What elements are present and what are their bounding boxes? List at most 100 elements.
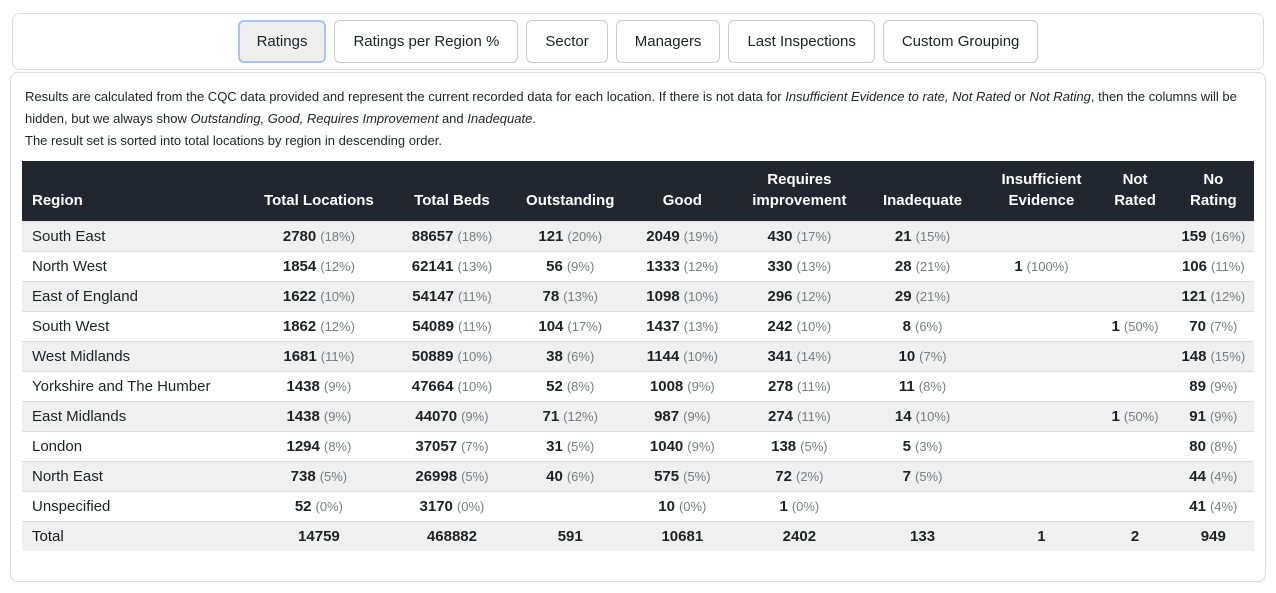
tab-sector[interactable]: Sector [526, 20, 608, 63]
cell-percent: (5%) [461, 469, 489, 484]
cell-percent: (3%) [915, 439, 943, 454]
cell-value: 78 [542, 288, 560, 305]
cell-inadequate: 11 (8%) [859, 371, 986, 402]
cell-value: 104 [538, 318, 564, 335]
cell-percent: (13%) [796, 259, 832, 274]
cell-percent: (21%) [915, 289, 951, 304]
cell-value: 54147 [412, 288, 454, 305]
cell-not-rated [1097, 371, 1173, 402]
cell-percent: (9%) [323, 409, 352, 424]
cell-value: 10681 [661, 528, 704, 545]
tab-managers[interactable]: Managers [615, 20, 721, 63]
cell-percent: (9%) [683, 409, 711, 424]
cell-percent: (0%) [456, 499, 485, 514]
cell-no-rating: 148 (15%) [1172, 341, 1254, 372]
cell-value: 88657 [411, 228, 454, 245]
cell-value: 10 [898, 348, 916, 365]
cell-value: 10 [658, 498, 675, 515]
cell-no-rating: 159 (16%) [1172, 221, 1254, 252]
cell-outstanding: 71 (12%) [514, 401, 626, 432]
cell-insufficient-evidence [985, 491, 1098, 522]
cell-no-rating: 70 (7%) [1172, 311, 1254, 342]
cell-region: North West [22, 251, 249, 282]
cell-total-beds: 47664 (10%) [389, 371, 515, 402]
cell-outstanding: 40 (6%) [514, 461, 626, 492]
tab-ratings-per-region[interactable]: Ratings per Region % [334, 20, 519, 63]
cell-percent: (5%) [683, 469, 711, 484]
cell-outstanding [514, 491, 626, 522]
column-header-insufficient-evidence: Insufficient Evidence [985, 161, 1098, 222]
table-body: South East 2780 (18%) 88657 (18%) 121 (20%) 204… [22, 221, 1254, 551]
cell-value: 31 [546, 438, 563, 455]
cell-value: 2780 [282, 228, 317, 245]
cell-value: 138 [771, 438, 797, 455]
description-text: and [438, 111, 468, 126]
cell-value: 1144 [646, 348, 680, 365]
cell-requires-improvement: 430 (17%) [739, 221, 860, 252]
cell-total-locations: 1438 (9%) [248, 371, 390, 402]
cell-outstanding: 121 (20%) [514, 221, 626, 252]
cell-value: 106 [1181, 258, 1207, 275]
cell-insufficient-evidence [985, 281, 1098, 312]
cell-insufficient-evidence [985, 371, 1098, 402]
cell-value: 121 [538, 228, 564, 245]
cell-percent: (13%) [563, 289, 598, 304]
cell-value: 1681 [283, 348, 317, 365]
column-header-inadequate: Inadequate [859, 161, 986, 222]
cell-not-rated [1097, 281, 1173, 312]
cell-percent: (16%) [1210, 229, 1246, 244]
cell-value: 50889 [411, 348, 454, 365]
cell-percent: (6%) [566, 469, 595, 484]
cell-value: 2402 [782, 528, 817, 545]
cell-not-rated: 1 (50%) [1097, 311, 1173, 342]
cell-region: South East [22, 221, 249, 252]
cell-total-beds: 50889 (10%) [389, 341, 515, 372]
tab-last-inspections[interactable]: Last Inspections [728, 20, 875, 63]
cell-percent: (15%) [1210, 349, 1246, 364]
cell-percent: (10%) [915, 409, 951, 424]
cell-value: 1438 [286, 408, 320, 425]
cell-value: 1862 [282, 318, 317, 335]
table-total-row: Total 14759 468882 591 10681 2402 133 1 2 949 [22, 521, 1254, 551]
cell-region: Unspecified [22, 491, 249, 522]
column-header-requires-improvement: Requires improvement [739, 161, 860, 222]
cell-no-rating: 106 (11%) [1172, 251, 1254, 282]
cell-value: 47664 [411, 378, 454, 395]
cell-percent: (10%) [320, 289, 355, 304]
cell-no-rating: 80 (8%) [1172, 431, 1254, 462]
cell-total-locations: 1438 (9%) [248, 401, 390, 432]
description-text: or [1010, 89, 1030, 104]
cell-value: 1040 [649, 438, 684, 455]
column-header-good: Good [625, 161, 739, 222]
cell-percent: (21%) [915, 259, 951, 274]
tab-custom-grouping[interactable]: Custom Grouping [882, 20, 1039, 63]
cell-value: 148 [1181, 348, 1207, 365]
cell-inadequate: 21 (15%) [859, 221, 986, 252]
description-text: , then the columns will be hidden, but w… [25, 89, 1237, 126]
cell-outstanding: 52 (8%) [514, 371, 626, 402]
cell-percent: (0%) [678, 499, 707, 514]
table-row: Yorkshire and The Humber 1438 (9%) 47664 (10… [22, 371, 1254, 402]
content-card: Results are calculated from the CQC data… [10, 72, 1266, 582]
cell-percent: (12%) [563, 409, 598, 424]
column-header-total-locations: Total Locations [248, 161, 390, 222]
cell-percent: (15%) [915, 229, 951, 244]
cell-requires-improvement: 278 (11%) [739, 371, 860, 402]
cell-percent: (7%) [1209, 319, 1238, 334]
cell-percent: (7%) [461, 439, 489, 454]
cell-requires-improvement: 296 (12%) [739, 281, 860, 312]
cell-value: 1294 [286, 438, 320, 455]
cell-total-beds: 44070 (9%) [389, 401, 515, 432]
cell-value: 38 [546, 348, 563, 365]
tab-ratings[interactable]: Ratings [237, 20, 327, 63]
cell-insufficient-evidence [985, 401, 1098, 432]
cell-total-beds: 37057 (7%) [389, 431, 515, 462]
cell-percent: (6%) [566, 349, 595, 364]
cell-value: 41 [1189, 498, 1206, 515]
description-text: . [532, 111, 536, 126]
cell-value: 44070 [415, 408, 458, 425]
cell-value: 7 [902, 468, 911, 485]
cell-percent: (9%) [461, 409, 489, 424]
cell-total-beds: 54089 (11%) [389, 311, 515, 342]
cell-value: 133 [910, 528, 936, 545]
